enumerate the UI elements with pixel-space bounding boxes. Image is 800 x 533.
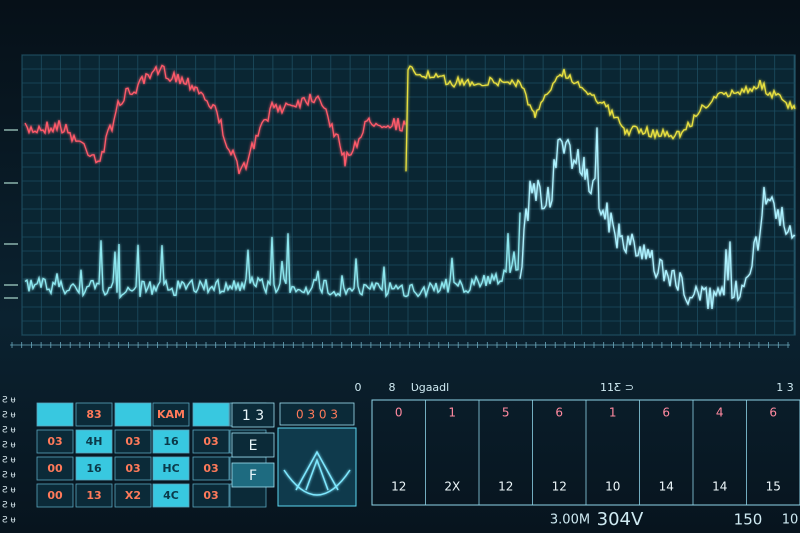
- cell: [192, 456, 230, 481]
- header-cell: [279, 402, 355, 426]
- cell-label: 00: [47, 462, 63, 475]
- cell-label: 83: [86, 408, 101, 421]
- cell: [192, 429, 230, 454]
- side-label: Ƨ ᵾ: [2, 456, 16, 466]
- column-label: 15: [766, 480, 781, 494]
- column-label: 12: [391, 480, 406, 494]
- status-label: 0: [355, 381, 362, 394]
- cell-label: 00: [47, 489, 63, 502]
- status-label: Ʋgaadl: [411, 381, 449, 394]
- cell: [152, 429, 190, 454]
- cell-label: 03: [203, 435, 218, 448]
- cell-label: 16: [86, 462, 102, 475]
- cell-label: KAM: [157, 408, 185, 421]
- cell: [114, 483, 152, 508]
- side-label: Ƨ ᵾ: [2, 501, 16, 511]
- column-label: 14: [659, 480, 674, 494]
- cell: [114, 429, 152, 454]
- cell: [152, 402, 190, 427]
- column-label: 2X: [444, 480, 460, 494]
- cell-label: 13: [86, 489, 101, 502]
- icon-label: E: [249, 438, 258, 454]
- grid: [21, 54, 795, 336]
- column-top: 6: [769, 406, 777, 420]
- cell: [152, 483, 190, 508]
- side-label: Ƨ ᵾ: [2, 471, 16, 481]
- column-top: 0: [395, 406, 403, 420]
- side-label: Ƨ ᵾ: [2, 411, 16, 421]
- footer-label: 10: [782, 513, 799, 528]
- icon-label: 1 3: [242, 408, 264, 424]
- icon-cell: [231, 402, 275, 428]
- cell-label: 03: [125, 462, 140, 475]
- header-label: 0 3 0 3: [296, 408, 338, 422]
- tick-row: [4, 129, 790, 348]
- cell: [192, 402, 230, 427]
- cell: [192, 483, 230, 508]
- red-wave: [24, 64, 406, 175]
- gauge-panel: [277, 427, 357, 507]
- cell-label: X2: [125, 489, 141, 502]
- cell-label: 16: [163, 435, 179, 448]
- cell: [75, 429, 113, 454]
- side-label: Ƨ ᵾ: [2, 396, 16, 406]
- column-top: 1: [609, 406, 617, 420]
- cell: [114, 402, 152, 427]
- cell-label: 03: [47, 435, 62, 448]
- column-top: 1: [448, 406, 456, 420]
- cell-label: 03: [203, 489, 218, 502]
- side-label: Ƨ ᵾ: [2, 426, 16, 436]
- icon-cell: [231, 462, 275, 488]
- column-top: 6: [662, 406, 670, 420]
- cell-label: HC: [162, 462, 179, 475]
- column-top: 4: [716, 406, 724, 420]
- cell: [75, 483, 113, 508]
- footer-label: 3.00M: [550, 513, 590, 528]
- cell: [229, 483, 267, 508]
- cell: [36, 429, 74, 454]
- column-top: 6: [555, 406, 563, 420]
- cell: [114, 456, 152, 481]
- side-label: Ƨ ᵾ: [2, 486, 16, 496]
- cell: [75, 456, 113, 481]
- cell: [36, 402, 74, 427]
- column-label: 12: [498, 480, 513, 494]
- gauge-icon: [283, 450, 351, 496]
- cell: [75, 402, 113, 427]
- column-label: 14: [712, 480, 727, 494]
- footer-label: 304V: [597, 509, 644, 530]
- status-label: 8: [389, 381, 396, 394]
- cyan-wave-right: [519, 127, 796, 309]
- icon-label: F: [249, 468, 257, 484]
- cell-label: 4C: [163, 489, 179, 502]
- cell: [36, 483, 74, 508]
- side-label: Ƨ ᵾ: [2, 516, 16, 526]
- icon-cell: [231, 432, 275, 458]
- column-top: 5: [502, 406, 510, 420]
- status-label: 11Ƹ ⊃: [600, 381, 634, 394]
- yellow-wave: [405, 65, 796, 172]
- cell: [152, 456, 190, 481]
- cell-label: 03: [203, 462, 218, 475]
- waveforms: [24, 64, 796, 309]
- right-panel: [371, 399, 800, 506]
- footer-label: 150: [734, 511, 763, 529]
- side-label: Ƨ ᵾ: [2, 441, 16, 451]
- control-panel: 0 8 Ʋgaadl 11Ƹ ⊃ 1 3 Ƨ ᵾ Ƨ ᵾ Ƨ ᵾ Ƨ ᵾ Ƨ ᵾ Ƨ ᵾ Ƨ ᵾ Ƨ ᵾ…: [2, 381, 798, 530]
- cell: [36, 456, 74, 481]
- cell-label: 03: [125, 435, 140, 448]
- column-label: 10: [605, 480, 620, 494]
- status-label: 1 3: [776, 381, 794, 394]
- column-label: 12: [552, 480, 567, 494]
- cyan-wave-left: [24, 212, 521, 300]
- cell-label: 4H: [86, 435, 103, 448]
